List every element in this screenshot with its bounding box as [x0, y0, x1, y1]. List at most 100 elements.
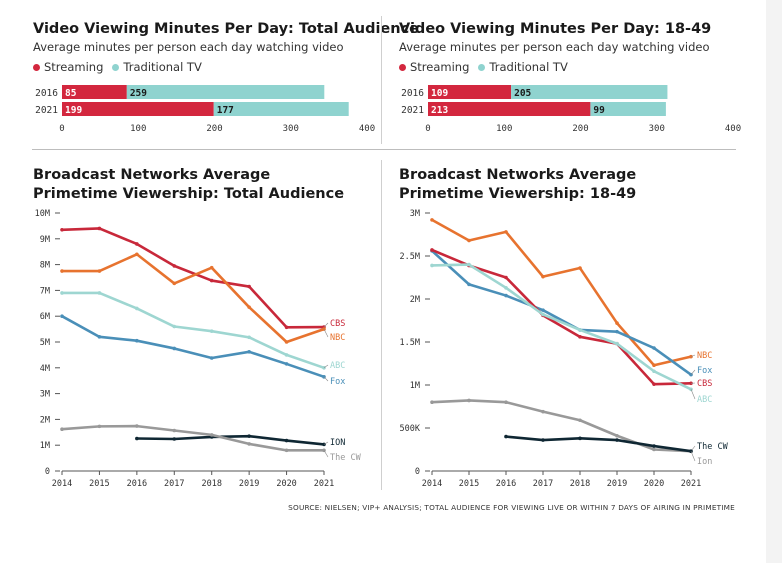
x-tick-label-2015: 2015 [89, 479, 109, 489]
bar-category-label-2021: 2021 [401, 105, 424, 116]
data-point-cbs [60, 227, 64, 232]
x-tick-label-2021: 2021 [314, 479, 334, 489]
data-point-abc [504, 286, 508, 290]
data-point-the-cw [60, 427, 64, 432]
data-point-ion [247, 434, 251, 438]
bar-value-label-streaming-2021: 213 [431, 105, 448, 116]
bar-chart-1849-subtitle: Average minutes per person each day watc… [399, 40, 710, 54]
data-point-fox [209, 356, 214, 360]
y-tick-label-9m: 9M [40, 235, 50, 245]
series-label-leader-ion [323, 441, 329, 445]
x-tick-label-200: 200 [572, 124, 588, 134]
data-point-nbc [467, 238, 471, 243]
data-point-fox [172, 346, 177, 351]
data-point-fox [541, 308, 545, 312]
series-label-abc: ABC [697, 395, 712, 405]
data-point-nbc [247, 305, 251, 309]
y-tick-label-1m: 1M [40, 441, 50, 451]
x-tick-label-100: 100 [130, 124, 146, 134]
data-point-nbc [504, 230, 508, 234]
bar-streaming-2021 [428, 102, 591, 116]
line-chart-1849: 0 500K 1M 1.5M 2M 2.5M 3M 2014 2015 2016 2017 2018 2… [400, 209, 729, 489]
data-point-the-cw [504, 400, 508, 404]
data-point-nbc [322, 327, 326, 331]
data-point-abc [60, 291, 64, 295]
source-note: SOURCE: NIELSEN; VIP+ ANALYSIS; TOTAL AU… [288, 503, 735, 512]
line-chart-total-title: Broadcast Networks Average Primetime Vie… [33, 167, 345, 202]
series-label-nbc: NBC [330, 333, 345, 343]
series-label-leader-cbs [323, 322, 329, 328]
legend-dot-traditional-2 [478, 63, 486, 71]
data-point-fox [652, 346, 656, 350]
series-label-abc: ABC [330, 361, 345, 371]
bar-streaming-2016 [428, 85, 512, 99]
data-point-ion [172, 437, 177, 441]
x-tick-label-2016: 2016 [127, 479, 147, 489]
data-point-fox [615, 329, 619, 334]
bar-chart-total-legend: Streaming Traditional TV [33, 60, 211, 74]
y-tick-label-6m: 6M [40, 312, 50, 322]
series-label-leader-the-cw [323, 450, 329, 458]
legend-dot-streaming-2 [399, 63, 406, 71]
bar-chart-1849: 2016 109 205 2021 213 99 0 100 200 300 400 [401, 85, 741, 134]
data-point-cbs [430, 248, 434, 252]
series-line-nbc [62, 252, 325, 344]
data-point-ion [284, 438, 289, 443]
legend-entry-traditional: Traditional TV [112, 60, 202, 74]
data-point-the-cw [652, 447, 656, 452]
legend-label-streaming-2: Streaming [410, 60, 470, 74]
bar-chart-total: 2016 85 259 2021 199 177 0 100 200 300 400 [35, 85, 375, 134]
data-point-cbs [652, 382, 656, 386]
series-line-ion [136, 434, 325, 446]
data-point-nbc [615, 321, 619, 325]
data-point-abc [541, 312, 545, 317]
bar-value-label-traditional-tv-2016: 259 [130, 88, 147, 99]
y-tick-label-0: 0 [45, 467, 50, 477]
series-line-cbs [61, 227, 325, 329]
bar-value-label-streaming-2016: 109 [431, 88, 448, 99]
bar-category-label-2016: 2016 [35, 88, 58, 99]
series-line-abc [431, 263, 692, 391]
data-point-the-cw [430, 400, 434, 404]
series-line-the-cw [431, 399, 692, 453]
x-tick-label-100: 100 [496, 124, 512, 134]
data-point-the-cw [135, 424, 139, 428]
x-tick-label-2019: 2019 [607, 479, 627, 489]
series-label-fox: Fox [330, 377, 345, 387]
data-point-cbs [284, 325, 289, 330]
legend-entry-streaming: Streaming [33, 60, 103, 74]
legend-label-traditional: Traditional TV [123, 60, 202, 74]
series-label-leader-fox [323, 376, 329, 382]
data-point-abc [284, 353, 289, 357]
data-point-ion [541, 438, 545, 442]
bar-traditional-tv-2016 [511, 85, 668, 99]
data-point-fox [467, 282, 471, 287]
x-tick-label-300: 300 [649, 124, 665, 134]
x-tick-label-2017: 2017 [164, 479, 184, 489]
series-line-the-cw [61, 424, 324, 452]
bar-value-label-streaming-2016: 85 [65, 88, 77, 99]
bar-value-label-traditional-tv-2016: 205 [514, 88, 531, 99]
data-point-abc [135, 306, 139, 311]
bar-streaming-2021 [62, 102, 214, 116]
data-point-abc [615, 341, 619, 346]
bar-traditional-tv-2021 [590, 102, 666, 116]
x-tick-label-2020: 2020 [644, 479, 664, 489]
y-tick-label-1-5m: 1.5M [400, 338, 420, 348]
data-point-nbc [60, 269, 64, 273]
data-point-nbc [284, 340, 289, 344]
data-point-abc [689, 387, 693, 392]
data-point-nbc [97, 269, 102, 273]
x-tick-label-2020: 2020 [276, 479, 296, 489]
bar-value-label-traditional-tv-2021: 177 [217, 105, 234, 116]
y-tick-label-2m: 2M [40, 415, 50, 425]
bar-traditional-tv-2021 [213, 102, 349, 116]
x-tick-label-200: 200 [206, 124, 222, 134]
data-point-ion [615, 438, 619, 442]
bar-chart-total-title: Video Viewing Minutes Per Day: Total Aud… [33, 21, 420, 37]
section-divider [32, 149, 736, 150]
series-label-cbs: CBS [697, 379, 712, 389]
y-tick-label-2-5m: 2.5M [400, 252, 420, 262]
data-point-the-cw [172, 428, 177, 433]
y-tick-label-0: 0 [415, 467, 420, 477]
